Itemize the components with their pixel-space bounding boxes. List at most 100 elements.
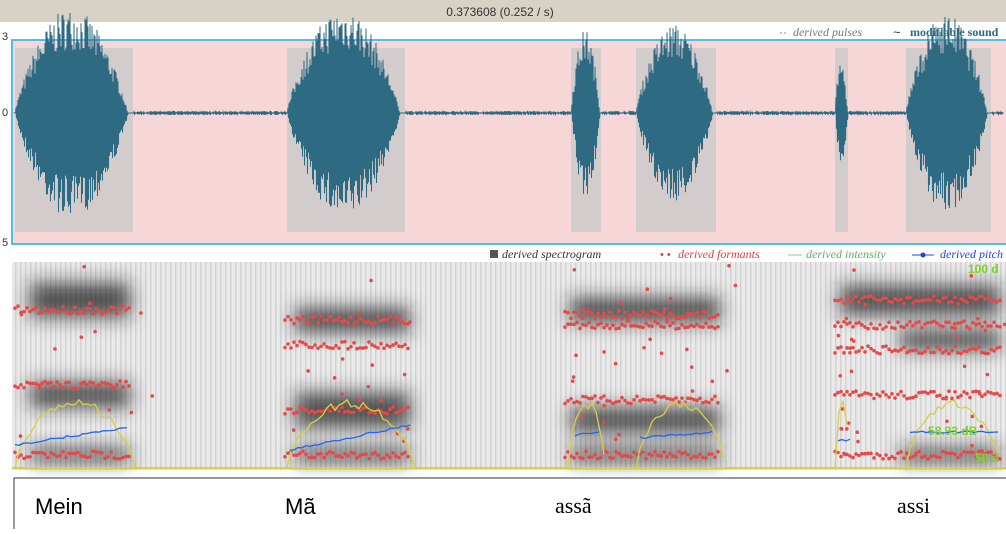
formant-dot	[319, 451, 323, 456]
formant-dot	[983, 392, 987, 397]
formant-dot	[977, 321, 981, 326]
formant-dot	[46, 310, 50, 314]
formant-dot	[863, 391, 867, 395]
formant-dot	[109, 304, 113, 309]
formant-dot	[635, 312, 639, 317]
formant-dot	[908, 396, 912, 400]
formant-dot	[920, 455, 924, 460]
formant-dot	[893, 296, 897, 301]
formant-dot	[367, 320, 371, 324]
formant-dot	[854, 321, 858, 326]
formant-dot	[127, 306, 131, 310]
formant-dot	[569, 316, 573, 321]
formant-dot	[635, 452, 639, 457]
formant-dot	[674, 455, 678, 459]
formant-dot	[590, 312, 594, 316]
formant-dot	[941, 350, 945, 355]
formant-dot	[852, 268, 856, 272]
formant-dot	[614, 326, 618, 331]
formant-dot	[67, 380, 71, 385]
formant-dot	[869, 294, 873, 298]
formant-dot	[322, 318, 326, 323]
formant-dot	[106, 455, 110, 459]
formant-dot	[355, 346, 359, 351]
formant-dot	[932, 319, 936, 324]
formant-dot	[671, 397, 675, 402]
formant-dot	[953, 344, 957, 349]
formant-dot	[844, 316, 849, 321]
formant-dot	[370, 363, 375, 367]
formant-dot	[680, 323, 684, 327]
formant-dot	[366, 384, 371, 389]
formant-dot	[388, 407, 392, 412]
formant-dot	[356, 311, 361, 315]
formant-dot	[385, 343, 389, 348]
formant-dot	[369, 278, 373, 283]
formant-dot	[851, 345, 855, 350]
formant-dot	[587, 455, 591, 460]
formant-dot	[581, 306, 586, 311]
formant-dot	[566, 450, 570, 454]
formant-dot	[977, 294, 981, 299]
formant-dot	[115, 382, 119, 387]
formant-dot	[85, 455, 89, 460]
formant-dot	[872, 396, 876, 401]
formant-dot	[367, 456, 371, 461]
formant-dot	[578, 326, 582, 331]
formant-dot	[962, 298, 966, 303]
formant-dot	[388, 314, 392, 318]
formant-dot	[690, 389, 695, 393]
formant-dot	[37, 311, 41, 315]
formant-dot	[902, 456, 906, 460]
formant-dot	[938, 323, 942, 328]
formant-dot	[403, 322, 407, 326]
formant-dot	[307, 345, 311, 349]
pitch-line	[289, 424, 411, 451]
formant-dot	[581, 456, 585, 461]
formant-dot	[566, 399, 570, 403]
formant-dot	[19, 382, 23, 387]
formant-dot	[40, 310, 44, 315]
formant-dot	[31, 381, 35, 386]
formant-dot	[88, 306, 92, 311]
formant-dot	[659, 313, 663, 317]
formant-dot	[926, 345, 930, 350]
formant-dot	[43, 306, 47, 311]
formant-dot	[617, 451, 621, 456]
waveform-path	[14, 12, 1004, 214]
formant-dot	[340, 357, 345, 361]
formant-dot	[686, 325, 690, 329]
formant-dot	[1002, 322, 1006, 327]
formant-dot	[82, 264, 87, 269]
word: assã	[555, 493, 592, 518]
formant-dot	[343, 319, 347, 323]
formant-dot	[397, 344, 401, 349]
formant-dot	[291, 428, 296, 432]
formant-dot	[884, 296, 888, 301]
formant-dot	[899, 449, 903, 454]
formant-dot	[854, 350, 858, 354]
formant-dot	[316, 409, 320, 413]
formants-icon: • •	[660, 249, 671, 261]
formant-dot	[969, 274, 974, 278]
formant-dot	[599, 396, 603, 400]
formant-dot	[313, 410, 317, 415]
formant-dot	[959, 351, 963, 356]
pitch-icon-dot	[920, 252, 926, 258]
formant-dot	[854, 294, 858, 299]
formant-dot	[295, 410, 299, 415]
formant-dot	[677, 316, 681, 320]
formant-dot	[352, 340, 356, 345]
formant-dot	[115, 311, 119, 316]
formant-dot	[710, 315, 714, 319]
formant-dot	[845, 295, 849, 299]
formant-dot	[584, 323, 588, 328]
legend-pulses: derived pulses	[793, 25, 862, 39]
formant-dot	[590, 325, 594, 330]
formant-dot	[295, 453, 299, 457]
formant-dot	[328, 346, 332, 350]
formant-dot	[956, 302, 960, 306]
formant-dot	[911, 301, 915, 305]
formant-dot	[905, 396, 909, 401]
formant-dot	[836, 298, 840, 303]
